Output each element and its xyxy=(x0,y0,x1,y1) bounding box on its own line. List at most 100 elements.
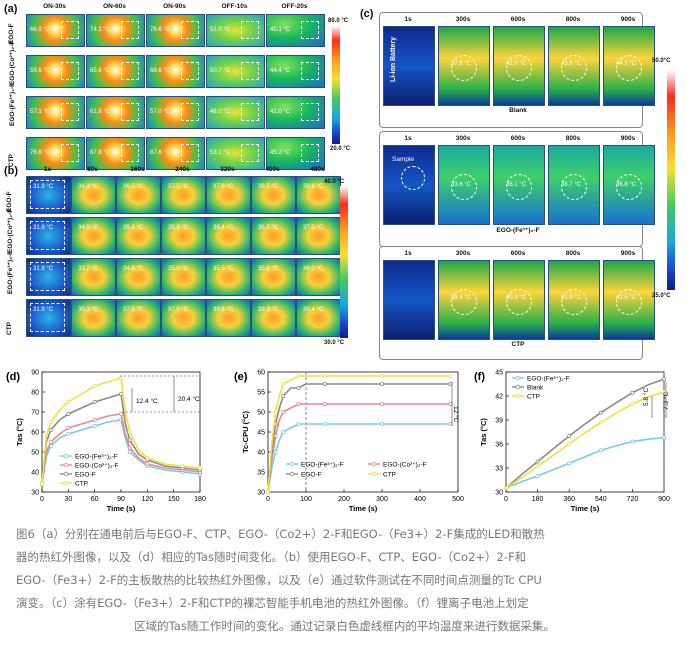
legend-label: Blank xyxy=(527,385,544,392)
series-point xyxy=(296,385,301,390)
panel-a-roi-box xyxy=(121,144,139,162)
panel-c-thermal-image: 40.3 °C xyxy=(493,260,545,340)
panel-b-temp-label: 37.5 °C xyxy=(168,307,189,313)
panel-b-thermal-image: 36.5 °C xyxy=(116,176,161,214)
panel-c-group-label: Blank xyxy=(509,107,527,114)
panel-b-row-label: EGO-(Fe³⁺)₂-F xyxy=(7,250,14,294)
y-tick-label: 35 xyxy=(257,470,265,477)
panel-b-temp-label: 35.3 °C xyxy=(78,307,99,313)
panel-c-roi-circle xyxy=(506,289,532,315)
panel-b-temp-label: 31.9 °C xyxy=(33,184,54,190)
series-line xyxy=(41,413,201,485)
panel-c-thermal-image: 38.4 °C xyxy=(438,260,490,340)
panel-a-temp-label: 76.6 °C xyxy=(150,27,171,33)
panel-b-temp-label: 38.6 °C xyxy=(213,307,234,313)
panel-a-roi-box xyxy=(241,62,259,80)
figure-caption: 图6（a）分别在通电前后与EGO-F、CTP、EGO-（Co2+）2-F和EGO… xyxy=(16,523,673,638)
panel-a-row-label: EGO-(Fe³⁺)₂-F xyxy=(9,82,16,126)
annotation-label: 5.8 °C xyxy=(642,388,650,406)
series-point xyxy=(127,430,132,435)
legend-marker xyxy=(515,375,521,381)
y-axis-label: Tc-CPU (°C) xyxy=(241,410,250,453)
panel-a-row-label: CTP xyxy=(8,154,15,167)
panel-b-thermal-image: 37.5 °C xyxy=(116,299,161,337)
colorbar-max-label: 50.0°C xyxy=(652,58,671,64)
panel-c-thermal-image: 41.8 °C xyxy=(548,260,600,340)
panel-b-thermal-image: 34.9 °C xyxy=(116,258,161,296)
panel-a-roi-box xyxy=(121,103,139,121)
panel-b-thermal-image: 31.9 °C xyxy=(26,176,71,214)
panel-a-time-label: OFF-10s xyxy=(221,3,248,10)
panel-a-roi-box xyxy=(121,21,139,39)
panel-c-roi-circle xyxy=(401,166,425,190)
series-point xyxy=(630,390,635,395)
panel-a-roi-box xyxy=(301,62,319,80)
series-point xyxy=(598,420,603,425)
panel-c-thermal-image: 43.6 °C xyxy=(548,26,600,106)
panel-b-temp-label: 36.4 °C xyxy=(213,225,234,231)
panel-a-temp-label: 50.7 °C xyxy=(210,68,231,74)
panel-a-thermal-image: 57.0 °C xyxy=(146,96,205,129)
caption-line: 演变。（c）涂有EGO-（Fe3+）2-F和CTP的裸芯智能手机电池的热红外图像… xyxy=(16,596,529,610)
panel-c-roi-circle xyxy=(616,289,642,315)
y-tick-label: 45 xyxy=(495,370,503,377)
panel-b-thermal-image: 37.5 °C xyxy=(161,299,206,337)
series-point xyxy=(598,410,603,415)
panel-b-temp-label: 34.4 °C xyxy=(78,184,99,190)
panel-b-thermal-image: 35.4 °C xyxy=(116,217,161,255)
panel-b-temp-label: 36.5 °C xyxy=(123,184,144,190)
series-point xyxy=(92,383,97,388)
panel-b-thermal-image: 35.5 °C xyxy=(206,258,251,296)
panel-b-temp-label: 37.0 °C xyxy=(303,225,324,231)
panel-c-thermal-image: 36.8 °C xyxy=(603,145,655,225)
panel-c-group-label: EGO-(Fe³⁺)₂-F xyxy=(496,227,540,234)
series-point xyxy=(630,439,635,444)
colorbar-max-label: 40.0 °C xyxy=(324,179,345,185)
panel-c-temp-label: 38.4 °C xyxy=(451,295,472,301)
panel-b-thermal-image: 35.8 °C xyxy=(251,258,296,296)
y-axis-label: Tas (°C) xyxy=(15,418,24,446)
panel-a-time-label: ON-60s xyxy=(103,3,126,10)
series-point xyxy=(323,381,328,386)
legend-label: CTP xyxy=(527,394,540,401)
panel-a-roi-box xyxy=(181,21,199,39)
panel-c-roi-circle xyxy=(561,55,587,81)
panel-b-thermal-image: 35.9 °C xyxy=(161,217,206,255)
panel-b-temp-label: 31.9 °C xyxy=(33,225,54,231)
panel-b-thermal-image: 36.4 °C xyxy=(206,217,251,255)
series-point xyxy=(630,402,635,407)
panel-a-thermal-image: 53.1 °C xyxy=(206,137,265,170)
panel-b-temp-label: 34.0 °C xyxy=(78,225,99,231)
series-point xyxy=(281,410,286,415)
panel-b-temp-label: 35.0 °C xyxy=(168,266,189,272)
panel-b-thermal-image: 34.4 °C xyxy=(71,176,116,214)
panel-a-thermal-image: 76.8 °C xyxy=(26,137,85,170)
y-tick-label: 90 xyxy=(31,370,39,377)
series-line xyxy=(267,423,451,493)
panel-a-thermal-image: 45.2 °C xyxy=(266,137,325,170)
panel-c-thermal-image: 33.6 °C xyxy=(438,145,490,225)
series-line xyxy=(41,392,201,485)
series-point xyxy=(296,422,301,427)
y-tick-label: 80 xyxy=(31,390,39,397)
panel-c-thermal-image xyxy=(383,26,435,106)
panel-b-thermal-image: 36.7 °C xyxy=(251,217,296,255)
panel-a-thermal-image: 50.7 °C xyxy=(206,55,265,88)
x-tick-label: 500 xyxy=(452,496,464,503)
x-tick-label: 400 xyxy=(414,496,426,503)
panel-a-roi-box xyxy=(241,144,259,162)
panel-c-group-label: CTP xyxy=(511,341,525,348)
panel-b-thermal-image: 35.0 °C xyxy=(161,258,206,296)
x-tick-label: 0 xyxy=(266,496,270,503)
chart-e: (e) 0 100 200 300 400 500 30 35 40 45 50 55 60 Time (s… xyxy=(234,370,464,514)
series-point xyxy=(66,400,71,405)
series-point xyxy=(119,412,124,417)
panel-letter: (d) xyxy=(6,371,20,383)
panel-a-thermal-image: 66.9 °C xyxy=(26,14,85,47)
series-point xyxy=(661,389,666,394)
panel-a-thermal-image: 44.4 °C xyxy=(266,55,325,88)
y-tick-label: 45 xyxy=(257,430,265,437)
series-line xyxy=(505,391,665,489)
y-tick-label: 30 xyxy=(31,490,39,497)
series-point xyxy=(448,402,453,407)
